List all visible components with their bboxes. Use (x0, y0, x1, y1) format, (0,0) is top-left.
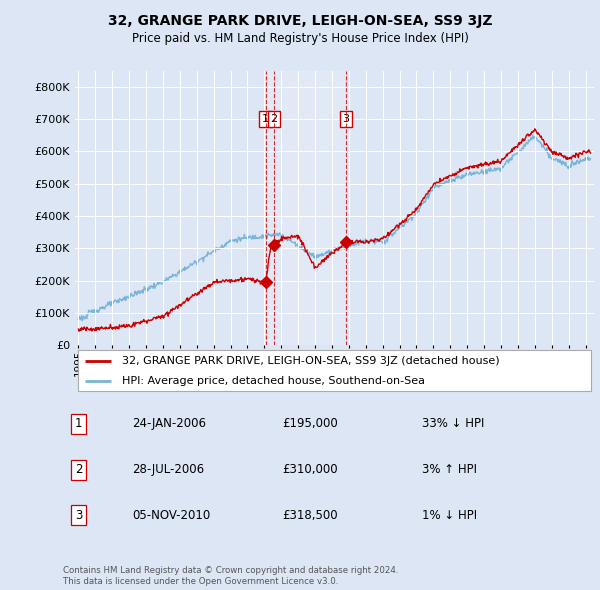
FancyBboxPatch shape (77, 350, 592, 392)
Text: 32, GRANGE PARK DRIVE, LEIGH-ON-SEA, SS9 3JZ: 32, GRANGE PARK DRIVE, LEIGH-ON-SEA, SS9… (108, 14, 492, 28)
Text: Price paid vs. HM Land Registry's House Price Index (HPI): Price paid vs. HM Land Registry's House … (131, 32, 469, 45)
Text: 3: 3 (343, 114, 350, 124)
Text: £195,000: £195,000 (283, 417, 338, 430)
Text: 3% ↑ HPI: 3% ↑ HPI (422, 463, 477, 476)
Text: Contains HM Land Registry data © Crown copyright and database right 2024.
This d: Contains HM Land Registry data © Crown c… (63, 566, 398, 586)
Text: 2: 2 (75, 463, 82, 476)
Text: 1% ↓ HPI: 1% ↓ HPI (422, 509, 477, 522)
Text: 24-JAN-2006: 24-JAN-2006 (132, 417, 206, 430)
Text: HPI: Average price, detached house, Southend-on-Sea: HPI: Average price, detached house, Sout… (122, 376, 425, 386)
Text: 33% ↓ HPI: 33% ↓ HPI (422, 417, 485, 430)
Text: 1: 1 (75, 417, 82, 430)
Text: 05-NOV-2010: 05-NOV-2010 (132, 509, 211, 522)
Text: £310,000: £310,000 (283, 463, 338, 476)
Text: 32, GRANGE PARK DRIVE, LEIGH-ON-SEA, SS9 3JZ (detached house): 32, GRANGE PARK DRIVE, LEIGH-ON-SEA, SS9… (122, 356, 499, 366)
Text: 1: 1 (262, 114, 269, 124)
Text: £318,500: £318,500 (283, 509, 338, 522)
Bar (266, 71, 346, 345)
Text: 2: 2 (271, 114, 278, 124)
Text: 28-JUL-2006: 28-JUL-2006 (132, 463, 205, 476)
Text: 3: 3 (75, 509, 82, 522)
